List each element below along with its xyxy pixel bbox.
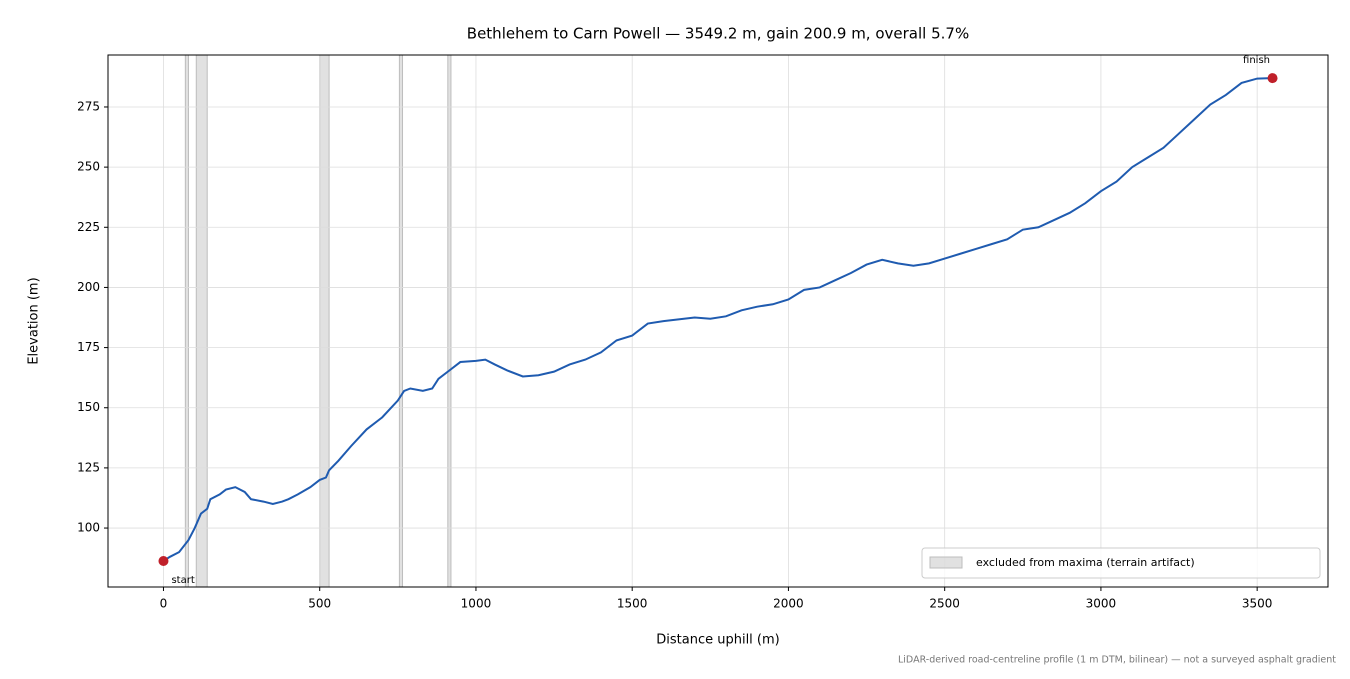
x-tick-label: 2000 <box>773 597 804 611</box>
plot-frame <box>107 54 1329 588</box>
x-tick-label: 0 <box>160 597 168 611</box>
endpoint-marker <box>158 556 169 567</box>
y-tick-label: 275 <box>77 99 100 113</box>
x-tick-label: 3500 <box>1242 597 1273 611</box>
legend-label: excluded from maxima (terrain artifact) <box>976 556 1195 569</box>
x-tick-label: 3000 <box>1086 597 1117 611</box>
excluded-span <box>398 54 404 588</box>
excluded-span <box>319 54 330 588</box>
chart-title: Bethlehem to Carn Powell — 3549.2 m, gai… <box>467 25 969 43</box>
excluded-span <box>195 54 208 588</box>
y-axis-label: Elevation (m) <box>27 277 42 364</box>
excluded-span <box>184 54 189 588</box>
legend-box <box>921 547 1321 579</box>
x-axis-label: Distance uphill (m) <box>656 633 779 648</box>
footnote: LiDAR-derived road-centreline profile (1… <box>898 655 1336 666</box>
y-tick-label: 250 <box>77 160 100 174</box>
x-tick-label: 1500 <box>617 597 648 611</box>
marker-label: start <box>171 575 194 586</box>
y-tick-label: 175 <box>77 340 100 354</box>
marker-label: finish <box>1243 55 1270 66</box>
x-tick-label: 500 <box>308 597 331 611</box>
x-tick-label: 1000 <box>461 597 492 611</box>
x-tick-label: 2500 <box>929 597 960 611</box>
y-tick-label: 125 <box>77 460 100 474</box>
y-tick-label: 225 <box>77 220 100 234</box>
excluded-span <box>447 54 452 588</box>
elevation-line <box>162 77 1273 562</box>
endpoint-marker <box>1267 73 1278 84</box>
y-tick-label: 100 <box>77 521 100 535</box>
y-tick-label: 200 <box>77 280 100 294</box>
y-tick-label: 150 <box>77 400 100 414</box>
legend-swatch <box>929 556 963 569</box>
